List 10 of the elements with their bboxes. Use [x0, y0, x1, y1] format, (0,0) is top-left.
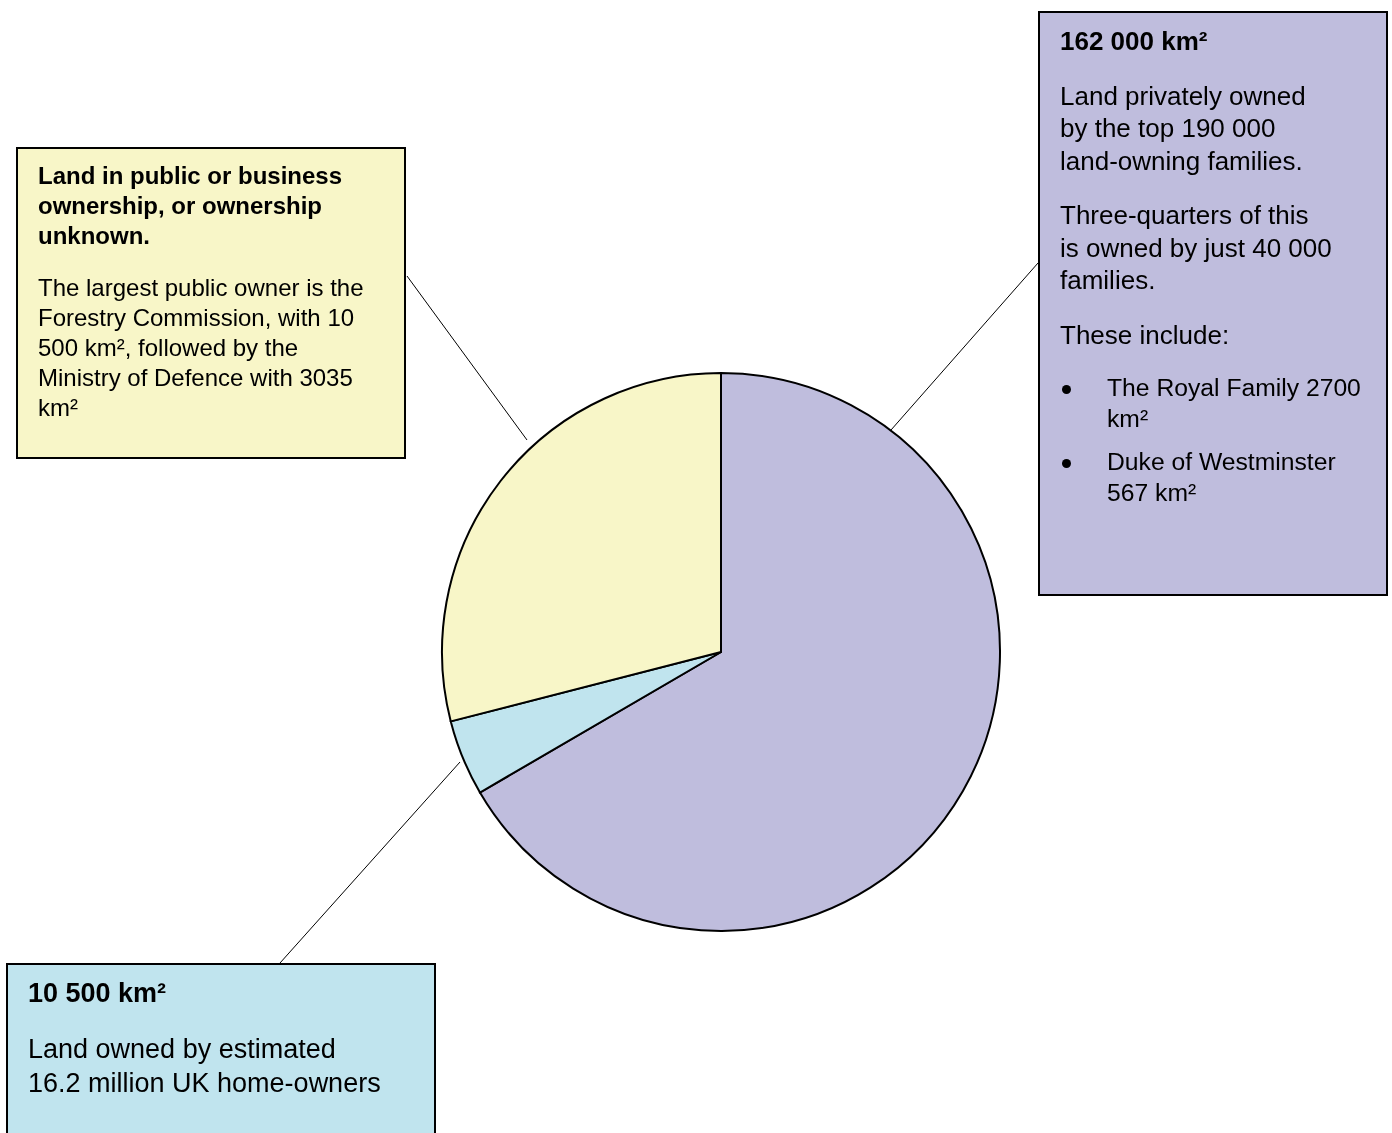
text: The Royal Family 2700 km² — [1107, 373, 1362, 434]
text: The largest public owner is the Forestry Commission, with 10 500 km², followed by the Ministry of Defence with 3035 km² — [38, 273, 364, 423]
text: Land owned by estimated 16.2 million UK home-owners — [28, 1032, 382, 1100]
text: 10 500 km² — [28, 977, 168, 1010]
text: Land in public or business ownership, or ownership unknown. — [38, 161, 344, 251]
text: 162 000 km² — [1060, 25, 1209, 58]
text: Duke of Westminster 567 km² — [1107, 446, 1337, 508]
text: Three-quarters of this is owned by just 40 000 families. — [1060, 199, 1333, 297]
text: These include: — [1060, 318, 1231, 351]
text: Land privately owned by the top 190 000 land-owning families. — [1060, 79, 1307, 177]
